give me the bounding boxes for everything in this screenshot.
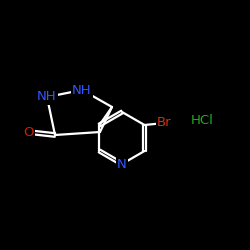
Text: NH: NH xyxy=(37,90,57,104)
Text: HCl: HCl xyxy=(191,114,214,128)
Text: N: N xyxy=(117,158,127,170)
Text: Br: Br xyxy=(157,116,172,130)
Text: O: O xyxy=(23,126,33,138)
Text: NH: NH xyxy=(72,84,92,96)
